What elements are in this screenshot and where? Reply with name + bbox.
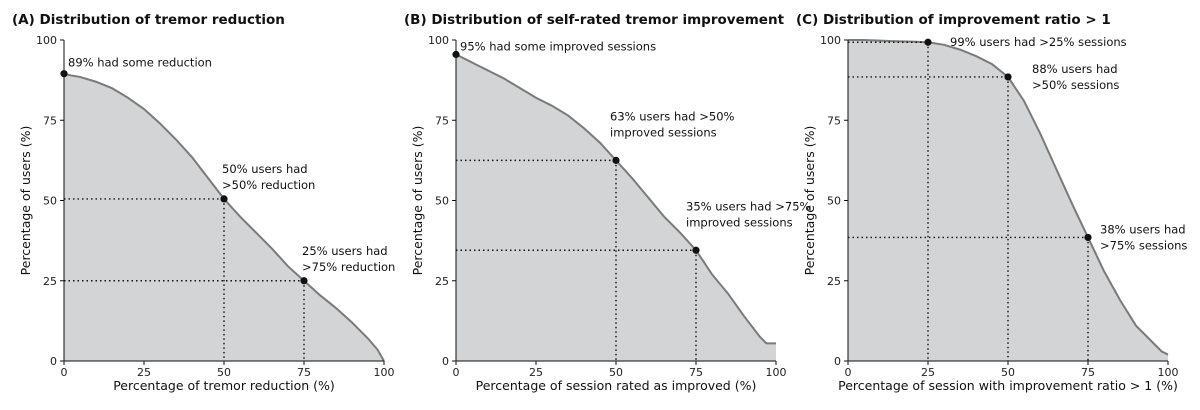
y-axis-label: Percentage of users (%) bbox=[18, 126, 33, 276]
marker-point bbox=[612, 156, 620, 164]
marker-point bbox=[924, 38, 932, 46]
distribution-area bbox=[848, 40, 1168, 361]
marker-annotation: 88% users had bbox=[1032, 62, 1118, 76]
x-tick-label: 0 bbox=[845, 366, 852, 379]
x-tick-label: 25 bbox=[921, 366, 935, 379]
distribution-area bbox=[456, 54, 776, 361]
x-tick-label: 0 bbox=[61, 366, 68, 379]
marker-annotation: >75% sessions bbox=[1100, 238, 1187, 252]
marker-annotation: 35% users had >75% bbox=[686, 199, 811, 213]
x-tick-label: 50 bbox=[217, 366, 231, 379]
y-tick-label: 50 bbox=[435, 195, 449, 208]
chart-panel-3: (C) Distribution of improvement ratio > … bbox=[796, 12, 1187, 393]
marker-point bbox=[692, 246, 700, 254]
x-tick-label: 75 bbox=[1081, 366, 1095, 379]
marker-point bbox=[220, 195, 228, 203]
y-tick-label: 25 bbox=[435, 275, 449, 288]
x-tick-label: 100 bbox=[766, 366, 787, 379]
marker-annotation: 95% had some improved sessions bbox=[460, 39, 656, 53]
y-tick-label: 75 bbox=[43, 114, 57, 127]
x-tick-label: 0 bbox=[453, 366, 460, 379]
x-tick-label: 100 bbox=[374, 366, 395, 379]
y-tick-label: 50 bbox=[43, 195, 57, 208]
x-tick-label: 100 bbox=[1158, 366, 1179, 379]
x-tick-label: 75 bbox=[689, 366, 703, 379]
chart-panel-1: (A) Distribution of tremor reduction 0 25 5… bbox=[12, 12, 395, 393]
marker-annotation: improved sessions bbox=[610, 125, 717, 139]
marker-annotation: >50% reduction bbox=[222, 178, 315, 192]
marker-point bbox=[300, 277, 308, 285]
y-tick-label: 50 bbox=[827, 195, 841, 208]
x-tick-label: 75 bbox=[297, 366, 311, 379]
marker-annotation: 99% users had >25% sessions bbox=[950, 35, 1127, 49]
x-axis-label: Percentage of session rated as improved … bbox=[476, 378, 757, 393]
marker-annotation: improved sessions bbox=[686, 215, 793, 229]
marker-annotation: 63% users had >50% bbox=[610, 109, 735, 123]
marker-annotation: 89% had some reduction bbox=[68, 56, 212, 70]
y-tick-label: 25 bbox=[827, 275, 841, 288]
y-tick-label: 0 bbox=[50, 355, 57, 368]
marker-annotation: 25% users had bbox=[302, 244, 388, 258]
x-tick-label: 50 bbox=[609, 366, 623, 379]
y-tick-label: 100 bbox=[820, 34, 841, 47]
x-axis-label: Percentage of tremor reduction (%) bbox=[113, 378, 335, 393]
y-tick-label: 75 bbox=[435, 114, 449, 127]
marker-point bbox=[1084, 233, 1092, 242]
marker-annotation: 50% users had bbox=[222, 162, 308, 176]
y-tick-label: 0 bbox=[442, 355, 449, 368]
marker-annotation: 38% users had bbox=[1100, 222, 1186, 236]
y-tick-label: 100 bbox=[36, 34, 57, 47]
y-tick-label: 100 bbox=[428, 34, 449, 47]
x-tick-label: 50 bbox=[1001, 366, 1015, 379]
marker-point bbox=[452, 50, 460, 59]
chart-panel-2: (B) Distribution of self-rated tremor im… bbox=[404, 12, 811, 393]
y-tick-label: 25 bbox=[43, 275, 57, 288]
marker-annotation: >75% reduction bbox=[302, 260, 395, 274]
y-axis-label: Percentage of users (%) bbox=[410, 126, 425, 276]
y-axis-label: Percentage of users (%) bbox=[802, 126, 817, 276]
distribution-curve bbox=[848, 39, 1169, 356]
marker-point bbox=[60, 70, 68, 78]
y-tick-label: 75 bbox=[827, 114, 841, 127]
y-tick-label: 0 bbox=[834, 355, 841, 368]
x-tick-label: 25 bbox=[137, 366, 151, 379]
x-axis-label: Percentage of session with improvement r… bbox=[838, 378, 1178, 393]
marker-point bbox=[1004, 73, 1012, 81]
marker-annotation: >50% sessions bbox=[1032, 78, 1119, 92]
chart-title: (B) Distribution of self-rated tremor im… bbox=[404, 12, 785, 28]
chart-title: (A) Distribution of tremor reduction bbox=[12, 12, 285, 28]
x-tick-label: 25 bbox=[529, 366, 543, 379]
chart-title: (C) Distribution of improvement ratio > … bbox=[796, 12, 1111, 28]
